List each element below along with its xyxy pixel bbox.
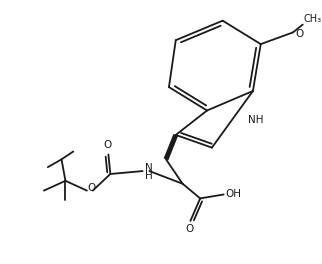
Text: H: H: [145, 171, 152, 181]
Text: CH₃: CH₃: [304, 14, 322, 23]
Text: O: O: [88, 183, 96, 193]
Text: N: N: [145, 163, 152, 173]
Text: O: O: [185, 224, 194, 234]
Text: OH: OH: [226, 188, 242, 199]
Text: O: O: [295, 29, 303, 39]
Text: NH: NH: [248, 115, 263, 125]
Text: O: O: [103, 140, 111, 150]
